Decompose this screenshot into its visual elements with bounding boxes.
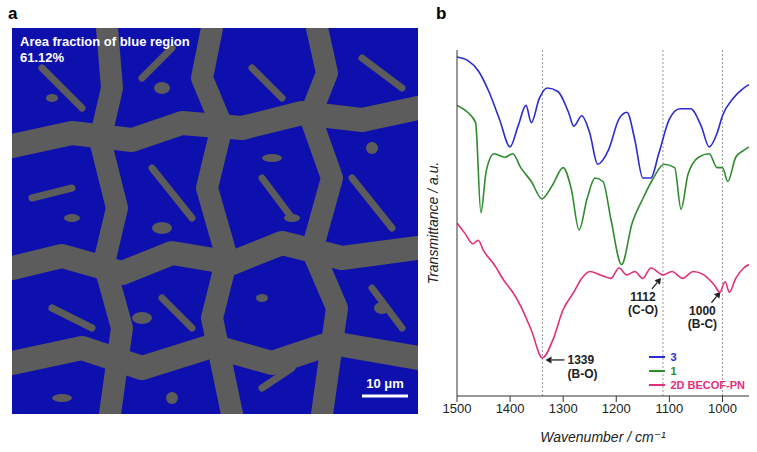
svg-text:1339: 1339 bbox=[567, 353, 594, 367]
html-text:b: b bbox=[436, 4, 447, 23]
svg-text:Transmittance / a.u.: Transmittance / a.u. bbox=[425, 162, 441, 285]
html-text:a: a bbox=[8, 4, 18, 23]
html-text:1: 1 bbox=[670, 365, 677, 377]
svg-text:Wavenumber / cm⁻¹: Wavenumber / cm⁻¹ bbox=[540, 429, 666, 445]
svg-text:(B-C): (B-C) bbox=[688, 317, 717, 331]
svg-text:1100: 1100 bbox=[655, 401, 683, 416]
svg-text:1300: 1300 bbox=[549, 401, 578, 416]
svg-text:1400: 1400 bbox=[496, 401, 525, 416]
svg-text:10 μm: 10 μm bbox=[366, 376, 404, 391]
svg-text:1000: 1000 bbox=[708, 401, 737, 416]
svg-text:1200: 1200 bbox=[602, 401, 631, 416]
svg-text:1500: 1500 bbox=[443, 401, 472, 416]
html-text:3: 3 bbox=[670, 351, 677, 363]
svg-text:1000: 1000 bbox=[689, 304, 716, 318]
svg-text:Area fraction of blue region: Area fraction of blue region bbox=[20, 34, 190, 49]
svg-text:(C-O): (C-O) bbox=[628, 303, 658, 317]
svg-text:61.12%: 61.12% bbox=[20, 50, 65, 65]
svg-text:1112: 1112 bbox=[630, 290, 656, 304]
html-text:2D BECOF-PN: 2D BECOF-PN bbox=[670, 379, 745, 391]
svg-text:(B-O): (B-O) bbox=[567, 367, 597, 381]
